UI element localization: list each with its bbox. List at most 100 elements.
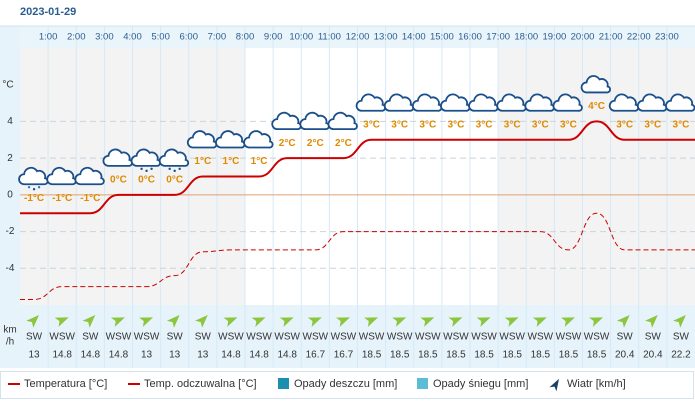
wind-direction: WSW [49, 332, 75, 343]
weather-icon [440, 93, 471, 112]
hour-label: 3:00 [95, 32, 114, 43]
wind-speed: 13 [197, 350, 209, 361]
wind-direction: WSW [274, 332, 300, 343]
wind-speed: 18.5 [559, 350, 579, 361]
wind-speed: 16.7 [334, 350, 354, 361]
y-tick-label: 2 [7, 153, 13, 164]
cloud [299, 111, 330, 131]
y-tick-label: 4 [7, 116, 13, 127]
wind-arrow [616, 315, 630, 328]
wind-arrow [139, 317, 154, 327]
hour-label: 19:00 [542, 32, 566, 43]
hour-label: 2:00 [67, 32, 86, 43]
y-tick-label: 0 [7, 189, 13, 200]
weather-icon [552, 93, 583, 112]
weather-icon [299, 111, 330, 131]
wind-direction: WSW [218, 332, 244, 343]
wind-speed: 18.5 [446, 350, 466, 361]
wind-speed: 18.5 [474, 350, 494, 361]
wind-direction: SW [645, 332, 662, 343]
cloud [158, 148, 190, 167]
temperature-label: 3°C [673, 119, 690, 130]
weather-icon [355, 93, 386, 112]
temperature-label: 1°C [223, 156, 240, 167]
wind-speed: 16.7 [306, 350, 326, 361]
wind-direction: WSW [528, 332, 554, 343]
cloud [74, 166, 105, 186]
wind-arrow [364, 317, 379, 327]
hour-label: 7:00 [208, 32, 227, 43]
wind-direction: SW [82, 332, 99, 343]
precip-dot [178, 167, 181, 171]
wind-arrow [279, 317, 294, 327]
temperature-label: 1°C [251, 156, 268, 167]
wind-direction: WSW [415, 332, 441, 343]
wind-speed: 13 [141, 350, 153, 361]
temperature-label: 0°C [138, 174, 155, 185]
wind-arrow [26, 315, 40, 328]
weather-icon [665, 93, 695, 112]
weather-icon [18, 166, 49, 191]
cloud [411, 93, 443, 112]
temperature-label: 2°C [279, 138, 296, 149]
precip-dot [150, 167, 153, 171]
precip-dot [173, 169, 176, 173]
y-tick-label: -4 [6, 263, 15, 274]
temperature-label: -1°C [52, 193, 72, 204]
wind-direction: WSW [471, 332, 497, 343]
hour-label: 15:00 [430, 32, 454, 43]
hour-label: 12:00 [346, 32, 370, 43]
cloud [552, 93, 583, 112]
temperature-label: -1°C [24, 193, 44, 204]
wind-speed: 14.8 [277, 350, 297, 361]
wind-arrow [54, 317, 69, 327]
hour-label: 14:00 [402, 32, 426, 43]
hour-label: 4:00 [123, 32, 142, 43]
wind-arrow [673, 315, 686, 328]
temperature-label: 4°C [588, 101, 605, 112]
wind-speed: 18.5 [502, 350, 522, 361]
wind-arrow [589, 317, 604, 327]
legend-label: Opady deszczu [mm] [294, 378, 397, 390]
weather-icon [271, 111, 302, 131]
temperature-label: -1°C [80, 193, 100, 204]
cloud [327, 111, 358, 131]
wind-direction: SW [673, 332, 690, 343]
wind-arrow [448, 317, 463, 327]
wind-speed: 14.8 [221, 350, 241, 361]
weather-icon [158, 148, 190, 173]
temperature-label: 3°C [363, 119, 380, 130]
wind-speed: 18.5 [390, 350, 410, 361]
y-tick-label: -2 [6, 226, 15, 237]
cloud [243, 130, 274, 149]
temperature-label: 3°C [532, 119, 549, 130]
wind-arrow [392, 317, 407, 327]
precip-dot [145, 169, 148, 173]
date-title: 2023-01-29 [20, 6, 76, 18]
wind-arrow [420, 317, 435, 327]
temperature-label: 3°C [644, 119, 661, 130]
hour-label: 17:00 [486, 32, 510, 43]
wind-direction: WSW [584, 332, 610, 343]
legend-swatch [549, 378, 559, 392]
wind-direction: WSW [246, 332, 272, 343]
wind-unit: km [3, 325, 16, 336]
wind-speed: 18.5 [531, 350, 551, 361]
cloud [468, 93, 499, 112]
legend-swatch [417, 378, 428, 389]
wind-arrow [307, 317, 322, 327]
wind-direction: WSW [443, 332, 469, 343]
wind-arrow [166, 315, 180, 328]
temperature-label: 3°C [448, 119, 465, 130]
wind-arrow [82, 315, 96, 328]
wind-speed: 20.4 [615, 350, 635, 361]
wind-direction: SW [167, 332, 184, 343]
hour-label: 16:00 [458, 32, 482, 43]
hour-label: 18:00 [514, 32, 538, 43]
wind-direction: WSW [556, 332, 582, 343]
hour-label: 10:00 [289, 32, 313, 43]
legend-label: Opady śniegu [mm] [433, 378, 528, 390]
temperature-label: 2°C [335, 138, 352, 149]
hour-label: 6:00 [180, 32, 199, 43]
